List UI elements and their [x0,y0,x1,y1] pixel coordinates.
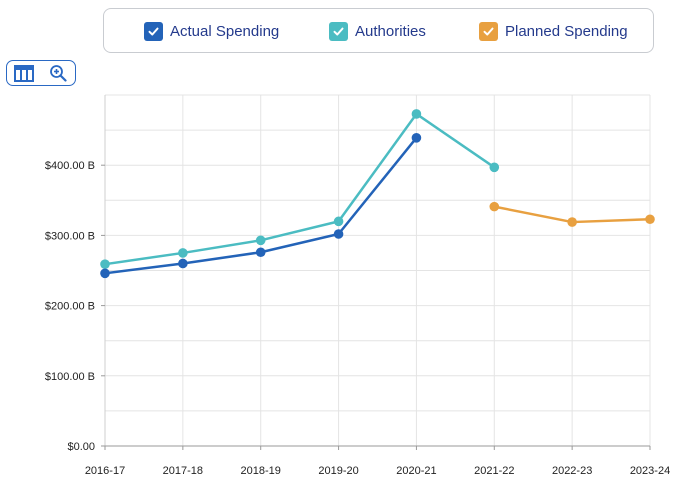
legend-item-authorities[interactable]: Authorities [329,20,426,42]
x-tick-label: 2020-21 [396,465,436,477]
data-point-actual-spending [411,133,422,143]
x-tick-label: 2016-17 [85,465,125,477]
x-tick-label: 2022-23 [552,465,592,477]
data-point-actual-spending [333,229,344,239]
data-point-authorities [100,259,110,269]
data-point-authorities [333,216,344,227]
data-point-actual-spending [255,247,266,258]
y-tick-label: $0.00 [67,441,95,453]
chart-toolbar [6,60,76,86]
y-tick-label: $300.00 B [45,230,95,242]
x-tick-label: 2018-19 [241,465,281,477]
checkbox-checked-icon[interactable] [479,21,498,41]
y-tick-label: $100.00 B [45,371,95,383]
zoom-button[interactable] [48,64,68,82]
data-point-authorities [489,162,500,173]
y-tick-label: $400.00 B [45,160,95,172]
data-point-authorities [411,109,422,119]
y-tick-label: $200.00 B [45,301,95,313]
data-point-planned-spending [645,214,655,225]
x-tick-label: 2017-18 [163,465,203,477]
legend-label: Planned Spending [505,22,628,40]
table-icon [14,64,34,82]
legend-label: Authorities [355,22,426,40]
checkbox-checked-icon[interactable] [144,21,163,41]
legend-item-planned-spending[interactable]: Planned Spending [479,20,628,42]
legend-item-actual-spending[interactable]: Actual Spending [144,20,279,42]
data-point-actual-spending [100,268,110,279]
checkbox-checked-icon[interactable] [329,21,348,41]
table-view-button[interactable] [14,64,34,82]
zoom-in-icon [50,65,67,82]
series-line-authorities [104,112,495,266]
legend-label: Actual Spending [170,22,280,40]
data-point-planned-spending [489,201,500,212]
data-point-actual-spending [178,258,188,269]
x-tick-label: 2023-24 [630,465,670,477]
data-point-authorities [178,248,188,258]
x-tick-label: 2019-20 [318,465,358,477]
data-point-authorities [255,235,266,246]
data-point-planned-spending [567,217,577,227]
legend: Actual Spending Authorities Planned Spen… [103,8,654,53]
x-tick-label: 2021-22 [474,465,514,477]
